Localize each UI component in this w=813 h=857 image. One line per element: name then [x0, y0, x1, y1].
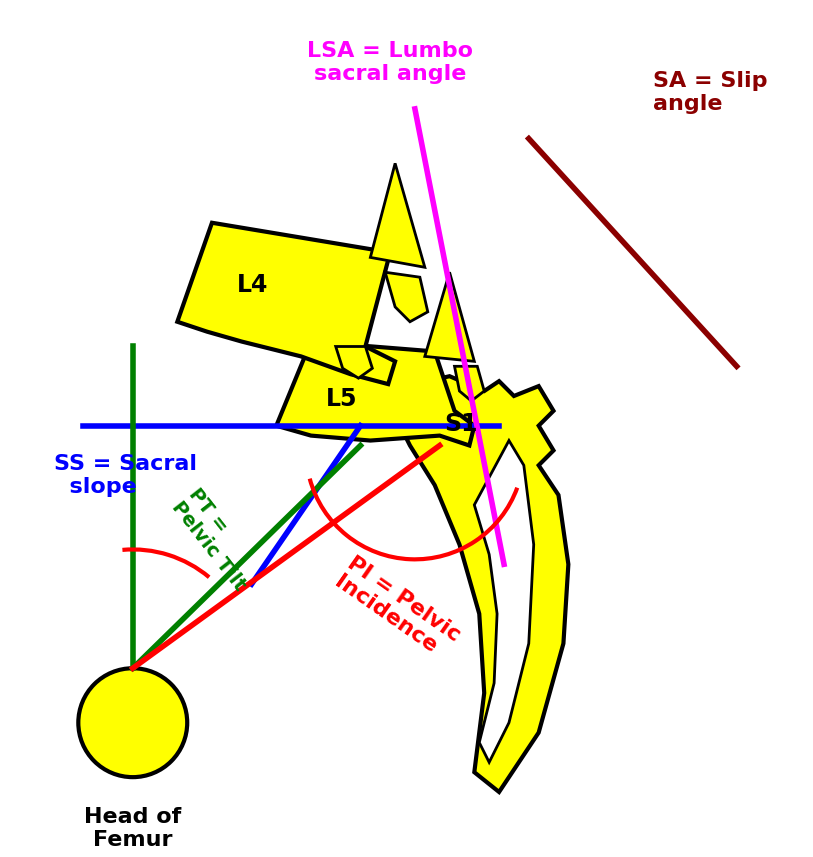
- Polygon shape: [371, 164, 425, 267]
- Polygon shape: [385, 273, 428, 321]
- Text: PI = Pelvic
Incidence: PI = Pelvic Incidence: [331, 553, 464, 665]
- Text: L4: L4: [237, 273, 268, 297]
- Text: S1: S1: [445, 411, 478, 435]
- Polygon shape: [385, 376, 568, 792]
- Text: L5: L5: [326, 387, 358, 411]
- Polygon shape: [177, 223, 395, 384]
- Text: SS = Sacral
  slope: SS = Sacral slope: [54, 453, 197, 497]
- Text: SA = Slip
angle: SA = Slip angle: [653, 70, 767, 114]
- Text: Head of
Femur: Head of Femur: [84, 806, 181, 850]
- Text: PT =
Pelvic Tilt: PT = Pelvic Tilt: [167, 484, 266, 595]
- Polygon shape: [425, 273, 474, 362]
- Polygon shape: [474, 440, 533, 762]
- Polygon shape: [276, 342, 474, 446]
- Text: LSA = Lumbo
sacral angle: LSA = Lumbo sacral angle: [307, 41, 473, 84]
- Polygon shape: [454, 366, 485, 401]
- Circle shape: [78, 668, 187, 777]
- Polygon shape: [336, 346, 372, 378]
